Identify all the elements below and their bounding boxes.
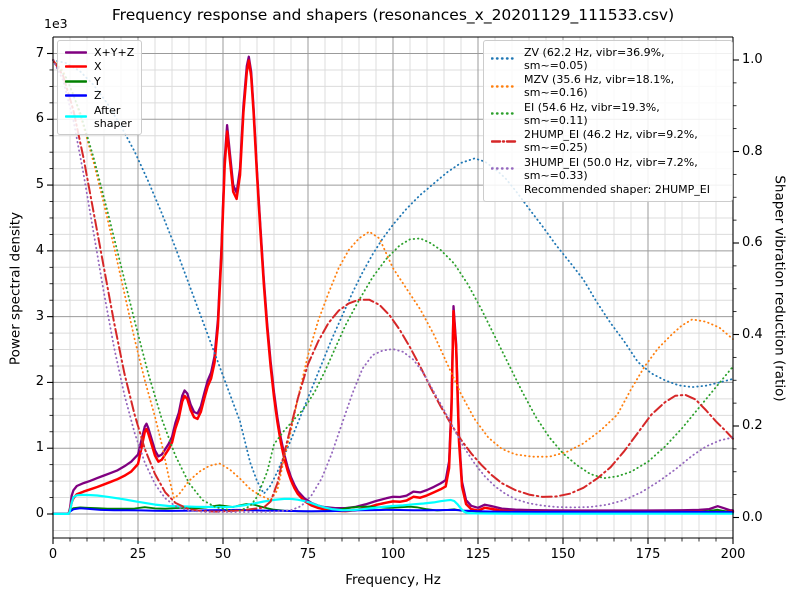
y-left-tick-label: 2 bbox=[35, 374, 44, 390]
x-tick-label: 25 bbox=[129, 547, 147, 562]
y-right-tick-label: 0.6 bbox=[742, 235, 763, 250]
legend-item-label: MZV (35.6 Hz, vibr=18.1%, sm~=0.16) bbox=[524, 73, 675, 99]
x-tick-label: 100 bbox=[380, 547, 406, 562]
y-left-tick-label: 6 bbox=[35, 111, 44, 127]
y-right-tick-label: 0.2 bbox=[742, 418, 763, 433]
legend-line-sample-dotted bbox=[491, 167, 517, 170]
legend-shapers: ZV (62.2 Hz, vibr=36.9%, sm~=0.05) MZV (3… bbox=[483, 40, 733, 202]
legend-line-sample-dashdot bbox=[491, 139, 517, 143]
legend-item: X bbox=[65, 60, 134, 73]
legend-item: MZV (35.6 Hz, vibr=18.1%, sm~=0.16) bbox=[491, 73, 725, 99]
legend-line-sample-solid bbox=[65, 115, 87, 118]
legend-item: 2HUMP_EI (46.2 Hz, vibr=9.2%, sm~=0.25) bbox=[491, 128, 725, 154]
legend-item: ZV (62.2 Hz, vibr=36.9%, sm~=0.05) bbox=[491, 46, 725, 72]
legend-item: 3HUMP_EI (50.0 Hz, vibr=7.2%, sm~=0.33) bbox=[491, 156, 725, 182]
series-2hump-ei bbox=[52, 59, 734, 513]
series-after-shaper bbox=[51, 493, 735, 515]
x-tick-label: 150 bbox=[550, 547, 576, 562]
x-axis-label: Frequency, Hz bbox=[345, 572, 441, 588]
y-right-tick-label: 0.0 bbox=[742, 509, 763, 525]
x-tick-label: 125 bbox=[465, 547, 491, 562]
legend-item: X+Y+Z bbox=[65, 46, 134, 59]
legend-psd: X+Y+Z X Y Z After shaper bbox=[57, 40, 143, 135]
series-ei bbox=[52, 59, 734, 512]
legend-line-sample-solid bbox=[65, 65, 87, 68]
legend-line-sample-solid bbox=[65, 50, 87, 54]
legend-item: Z bbox=[65, 89, 134, 102]
legend-note-row: Recommended shaper: 2HUMP_EI bbox=[491, 183, 725, 196]
x-tick-label: 200 bbox=[720, 547, 746, 562]
legend-item-label: EI (54.6 Hz, vibr=19.3%, sm~=0.11) bbox=[524, 100, 660, 127]
y-right-tick-label: 1.0 bbox=[742, 52, 763, 67]
legend-line-sample-dotted bbox=[491, 57, 517, 60]
legend-item: EI (54.6 Hz, vibr=19.3%, sm~=0.11) bbox=[491, 101, 725, 127]
y-left-offset-text: 1e3 bbox=[44, 16, 68, 31]
x-tick-label: 0 bbox=[48, 547, 58, 562]
legend-item-label: ZV (62.2 Hz, vibr=36.9%, sm~=0.05) bbox=[524, 45, 665, 72]
y-left-tick-label: 3 bbox=[35, 308, 44, 324]
legend-item-label: After shaper bbox=[94, 103, 132, 130]
y-right-tick-label: 0.8 bbox=[742, 143, 763, 159]
y-left-tick-label: 1 bbox=[35, 440, 44, 456]
legend-item-label: X+Y+Z bbox=[94, 45, 135, 59]
x-tick-label: 175 bbox=[635, 547, 661, 562]
legend-line-sample-dotted bbox=[491, 84, 517, 88]
legend-line-sample-dotted bbox=[491, 112, 517, 115]
series-z bbox=[52, 507, 734, 515]
legend-item-label: 2HUMP_EI (46.2 Hz, vibr=9.2%, sm~=0.25) bbox=[524, 128, 698, 154]
y-left-tick-label: 4 bbox=[35, 242, 44, 258]
y-left-tick-label: 5 bbox=[35, 177, 44, 193]
legend-item-label: Z bbox=[94, 89, 102, 102]
legend-item: Y bbox=[65, 75, 134, 88]
x-tick-label: 50 bbox=[214, 547, 232, 562]
legend-item: After shaper bbox=[65, 104, 134, 130]
series-x bbox=[51, 59, 735, 516]
series-3hump-ei bbox=[52, 59, 734, 513]
legend-line-sample-solid bbox=[65, 79, 87, 83]
chart-title: Frequency response and shapers (resonanc… bbox=[111, 6, 675, 24]
y-right-axis-label: Shaper vibration reduction (ratio) bbox=[771, 175, 788, 402]
y-left-tick-label: 0 bbox=[35, 506, 44, 521]
y-left-tick-label: 7 bbox=[35, 45, 44, 61]
legend-item-label: Y bbox=[94, 74, 101, 88]
recommended-shaper-note: Recommended shaper: 2HUMP_EI bbox=[524, 183, 710, 196]
x-tick-label: 75 bbox=[299, 547, 317, 562]
legend-item-label: X bbox=[94, 60, 102, 73]
legend-line-sample-solid bbox=[65, 94, 87, 97]
series-mzv bbox=[52, 59, 734, 501]
legend-item-label: 3HUMP_EI (50.0 Hz, vibr=7.2%, sm~=0.33) bbox=[524, 155, 698, 182]
y-right-tick-label: 0.4 bbox=[742, 326, 763, 342]
